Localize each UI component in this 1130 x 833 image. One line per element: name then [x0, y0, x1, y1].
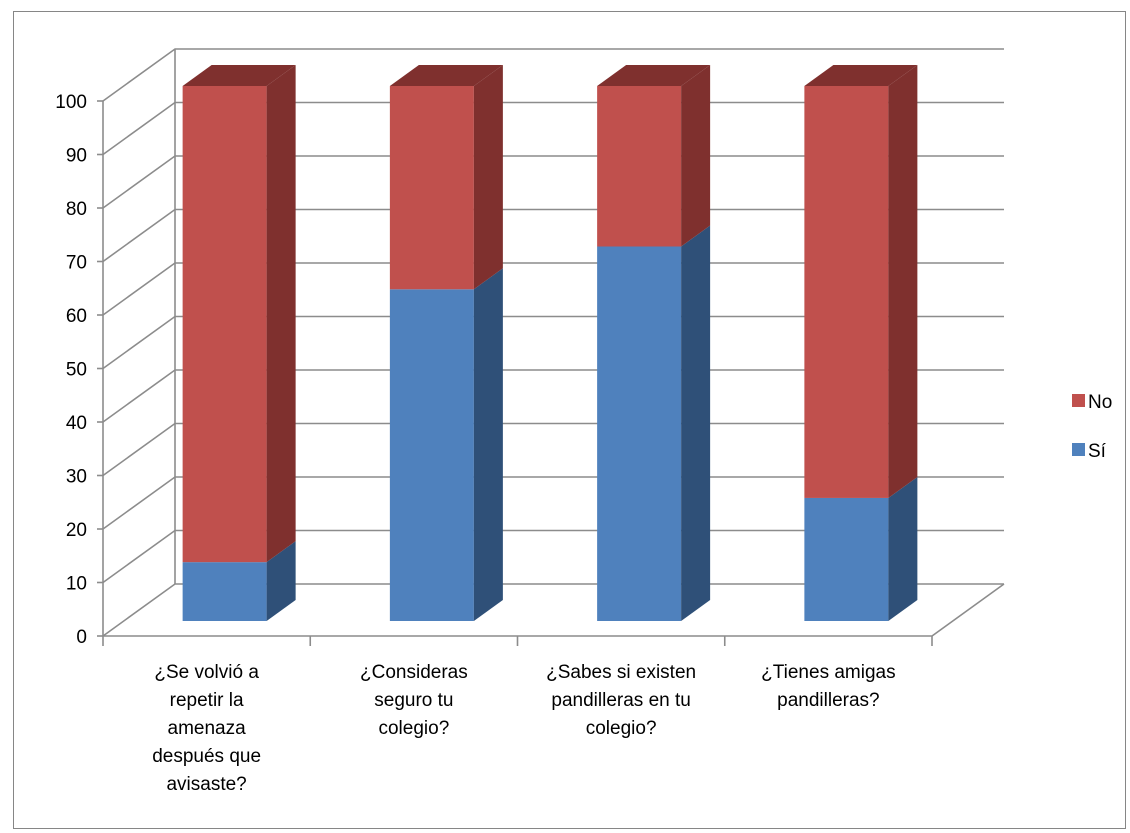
- gridline: [102, 422, 1004, 477]
- category-label-line: después que: [152, 746, 261, 767]
- bar-side-no: [681, 65, 711, 247]
- legend-swatch-si: [1072, 443, 1085, 456]
- category-label: ¿Sabes si existen pandilleras en tu colegi…: [546, 662, 696, 739]
- gridlines: [102, 48, 1005, 637]
- gridline: [102, 101, 1004, 156]
- y-tick-label: 0: [76, 627, 87, 648]
- gridline: [102, 583, 1004, 637]
- bar-top-no: [597, 65, 711, 86]
- y-tick-label: 60: [66, 306, 87, 327]
- category-label: ¿Consideras seguro tu colegio?: [360, 662, 468, 739]
- legend-swatch-no: [1072, 394, 1085, 407]
- category-label-line: pandilleras?: [777, 690, 879, 711]
- bar-segment-no: [182, 86, 267, 563]
- y-tick-label: 10: [66, 574, 87, 595]
- x-category-labels: ¿Se volvió a repetir la amenaza después que…: [152, 662, 895, 795]
- category-label-line: avisaste?: [166, 774, 246, 795]
- legend-label: Sí: [1088, 441, 1107, 462]
- category-label-line: ¿Consideras: [360, 662, 468, 683]
- y-tick-label: 50: [66, 360, 87, 381]
- bar-top-no: [182, 65, 296, 86]
- category-label-line: colegio?: [586, 718, 657, 739]
- category-label-line: colegio?: [378, 718, 449, 739]
- y-tick-label: 70: [66, 253, 87, 274]
- bar-segment-sí: [182, 562, 267, 621]
- y-tick-label: 100: [55, 92, 87, 113]
- bar-segment-no: [804, 86, 889, 498]
- y-tick-label: 20: [66, 520, 87, 541]
- gridline: [102, 48, 1004, 102]
- category-label-line: amenaza: [168, 718, 247, 739]
- bar-segment-sí: [389, 289, 474, 621]
- axes: [97, 100, 933, 646]
- category-label: ¿Tienes amigas pandilleras?: [761, 662, 895, 711]
- bar-side-no: [888, 65, 918, 498]
- legend-label: No: [1088, 392, 1112, 413]
- bar-segment-sí: [804, 497, 889, 621]
- bar-side-sí: [473, 268, 503, 621]
- bar-side-sí: [681, 225, 711, 621]
- y-tick-label: 40: [66, 413, 87, 434]
- y-tick-label: 80: [66, 199, 87, 220]
- gridline: [102, 208, 1004, 263]
- bar-segment-no: [389, 86, 474, 290]
- bar-top-no: [804, 65, 918, 86]
- bar-side-no: [266, 65, 296, 563]
- category-label-line: ¿Sabes si existen: [546, 662, 696, 683]
- gridline: [102, 476, 1004, 530]
- category-label-line: ¿Se volvió a: [154, 662, 259, 683]
- category-label-line: seguro tu: [374, 690, 453, 711]
- y-tick-label: 30: [66, 467, 87, 488]
- category-label: ¿Se volvió a repetir la amenaza después que…: [152, 662, 261, 795]
- bar-side-no: [473, 65, 503, 290]
- bars: [182, 65, 918, 621]
- category-label-line: repetir la: [170, 690, 244, 711]
- bar-side-sí: [266, 541, 296, 621]
- y-tick-labels: 0 10 20 30 40 50 60 70 80 90 100: [55, 92, 87, 648]
- gridline: [102, 155, 1004, 209]
- category-label-line: ¿Tienes amigas: [761, 662, 895, 683]
- gridline: [102, 529, 1004, 584]
- gridline: [102, 262, 1004, 316]
- bar-segment-sí: [597, 246, 682, 621]
- y-tick-label: 90: [66, 146, 87, 167]
- gridline: [102, 315, 1004, 370]
- legend: No Sí: [1072, 392, 1112, 462]
- category-label-line: pandilleras en tu: [551, 690, 690, 711]
- bar-segment-no: [597, 86, 682, 247]
- bar-top-no: [389, 65, 503, 86]
- gridline: [102, 369, 1004, 423]
- bar-side-sí: [888, 476, 918, 621]
